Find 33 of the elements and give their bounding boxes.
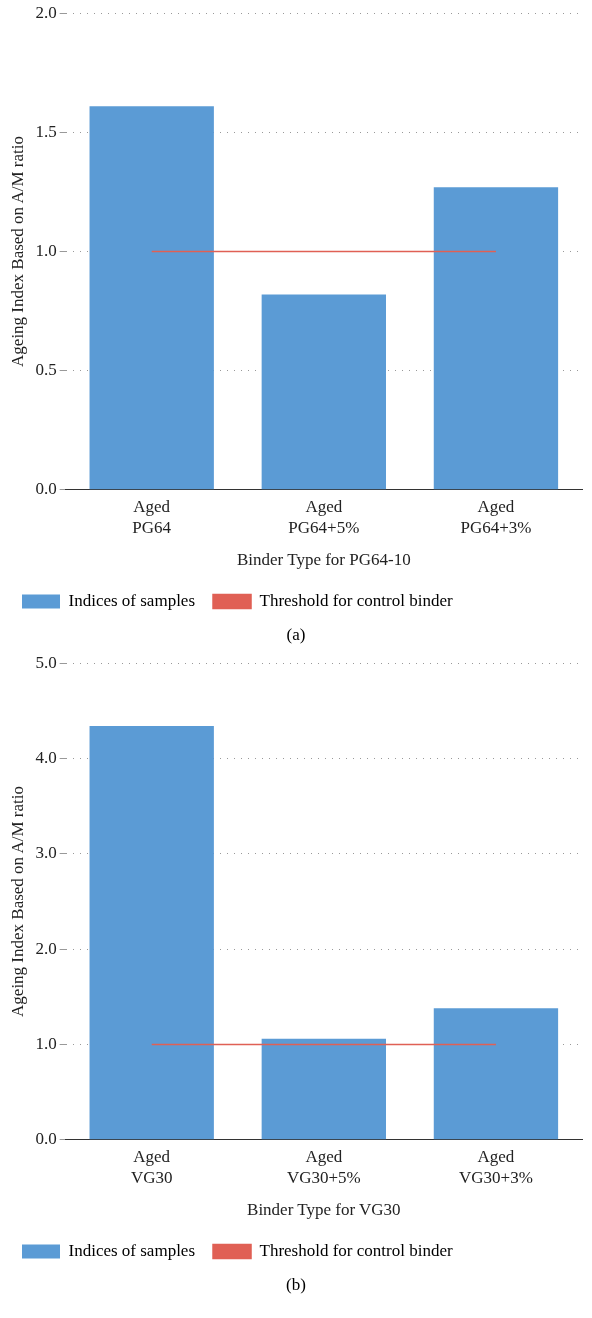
- bar: [433, 1008, 559, 1140]
- bar: [261, 294, 386, 490]
- x-axis-title: Binder Type for PG64-10: [236, 550, 411, 570]
- bar: [433, 187, 559, 490]
- bar: [261, 1038, 386, 1140]
- legend-label: Threshold for control binder: [259, 1240, 453, 1260]
- y-tick-label: 1.0: [35, 1033, 57, 1053]
- x-tick-label: Aged VG30+3%: [459, 1147, 533, 1187]
- text: (a): [285, 624, 307, 646]
- text: (b): [285, 1274, 307, 1296]
- y-tick-label: 2.0: [35, 2, 57, 22]
- bar: [89, 726, 214, 1140]
- bar: [89, 106, 214, 490]
- y-tick-label: 0.0: [35, 479, 57, 499]
- x-axis-title: Binder Type for VG30: [247, 1200, 401, 1220]
- y-tick-label: 0.0: [35, 1129, 57, 1149]
- y-tick-label: 3.0: [35, 843, 57, 863]
- x-tick-label: Aged PG64: [132, 497, 172, 537]
- y-tick-label: 4.0: [35, 747, 57, 767]
- y-axis-title: Ageing Index Based on A/M ratio: [7, 136, 27, 367]
- x-tick-label: Aged PG64+5%: [288, 497, 360, 537]
- x-tick-label: Aged VG30+5%: [286, 1147, 361, 1187]
- y-tick-label: 1.0: [35, 240, 57, 260]
- y-tick-label: 0.5: [35, 360, 57, 380]
- legend-label: Indices of samples: [68, 1240, 196, 1260]
- legend-label: Threshold for control binder: [259, 590, 453, 610]
- y-tick-label: 2.0: [35, 938, 57, 958]
- y-tick-label: 1.5: [35, 121, 57, 141]
- x-tick-label: Aged VG30: [130, 1147, 173, 1187]
- y-tick-label: 5.0: [35, 652, 57, 672]
- legend-label: Indices of samples: [68, 590, 196, 610]
- x-tick-label: Aged PG64+3%: [460, 497, 532, 537]
- y-axis-title: Ageing Index Based on A/M ratio: [7, 786, 27, 1017]
